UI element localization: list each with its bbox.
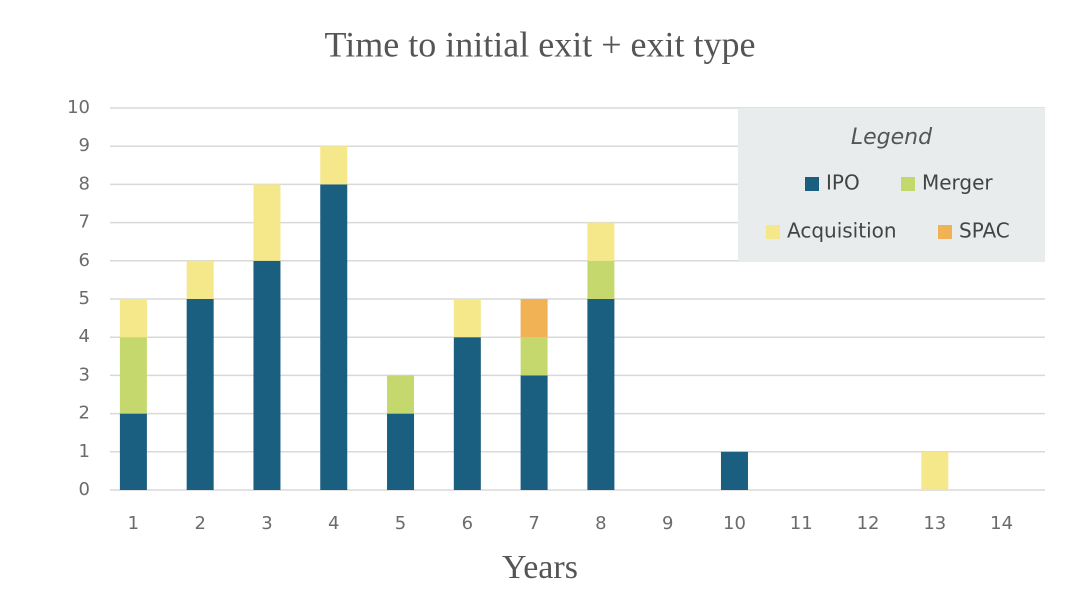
y-tick-label: 4: [79, 326, 90, 347]
x-tick-label: 1: [128, 513, 139, 534]
y-tick-label: 6: [79, 250, 90, 271]
legend-label: IPO: [826, 171, 860, 195]
bar-segment: [453, 337, 481, 490]
bar-segment: [587, 222, 615, 261]
bar-segment: [320, 184, 348, 490]
x-tick-label: 13: [923, 513, 946, 534]
legend-label: Acquisition: [787, 219, 897, 243]
y-tick-label: 8: [79, 173, 90, 194]
bar-segment: [253, 184, 281, 261]
legend-swatch: [938, 225, 952, 239]
bar-segment: [520, 337, 548, 376]
y-tick-label: 3: [79, 364, 90, 385]
x-tick-label: 5: [395, 513, 406, 534]
x-tick-label: 9: [662, 513, 673, 534]
x-tick-label: 14: [990, 513, 1013, 534]
bar-segment: [387, 375, 415, 414]
x-tick-label: 4: [328, 513, 339, 534]
bar-segment: [119, 413, 147, 490]
bar-segment: [921, 451, 949, 490]
bar-segment: [320, 146, 348, 185]
bar-segment: [119, 299, 147, 338]
legend-swatch: [805, 177, 819, 191]
y-tick-label: 2: [79, 403, 90, 424]
x-axis-label: Years: [502, 549, 578, 586]
y-tick-label: 7: [79, 212, 90, 233]
x-tick-label: 3: [261, 513, 272, 534]
legend-label: Merger: [922, 171, 993, 195]
y-tick-label: 1: [79, 441, 90, 462]
bar-segment: [186, 299, 214, 490]
legend-swatch: [901, 177, 915, 191]
bar-segment: [520, 299, 548, 338]
legend-title: Legend: [851, 125, 933, 150]
legend-label: SPAC: [959, 219, 1010, 243]
chart-title: Time to initial exit + exit type: [325, 24, 756, 64]
x-tick-label: 2: [194, 513, 205, 534]
x-tick-label: 8: [595, 513, 606, 534]
y-tick-label: 10: [67, 97, 90, 118]
x-tick-label: 11: [790, 513, 813, 534]
bar-segment: [587, 260, 615, 299]
bar-segment: [720, 451, 748, 490]
bar-segment: [253, 260, 281, 490]
bar-segment: [453, 299, 481, 338]
bar-segment: [587, 299, 615, 490]
x-tick-label: 7: [528, 513, 539, 534]
x-tick-label: 6: [462, 513, 473, 534]
x-tick-label: 10: [723, 513, 746, 534]
bar-segment: [387, 413, 415, 490]
y-tick-label: 0: [79, 479, 90, 500]
legend-box: [738, 108, 1045, 262]
x-tick-label: 12: [857, 513, 880, 534]
bar-segment: [119, 337, 147, 414]
bar-segment: [186, 260, 214, 299]
y-tick-label: 9: [79, 135, 90, 156]
bar-segment: [520, 375, 548, 490]
y-tick-label: 5: [79, 288, 90, 309]
legend-swatch: [766, 225, 780, 239]
